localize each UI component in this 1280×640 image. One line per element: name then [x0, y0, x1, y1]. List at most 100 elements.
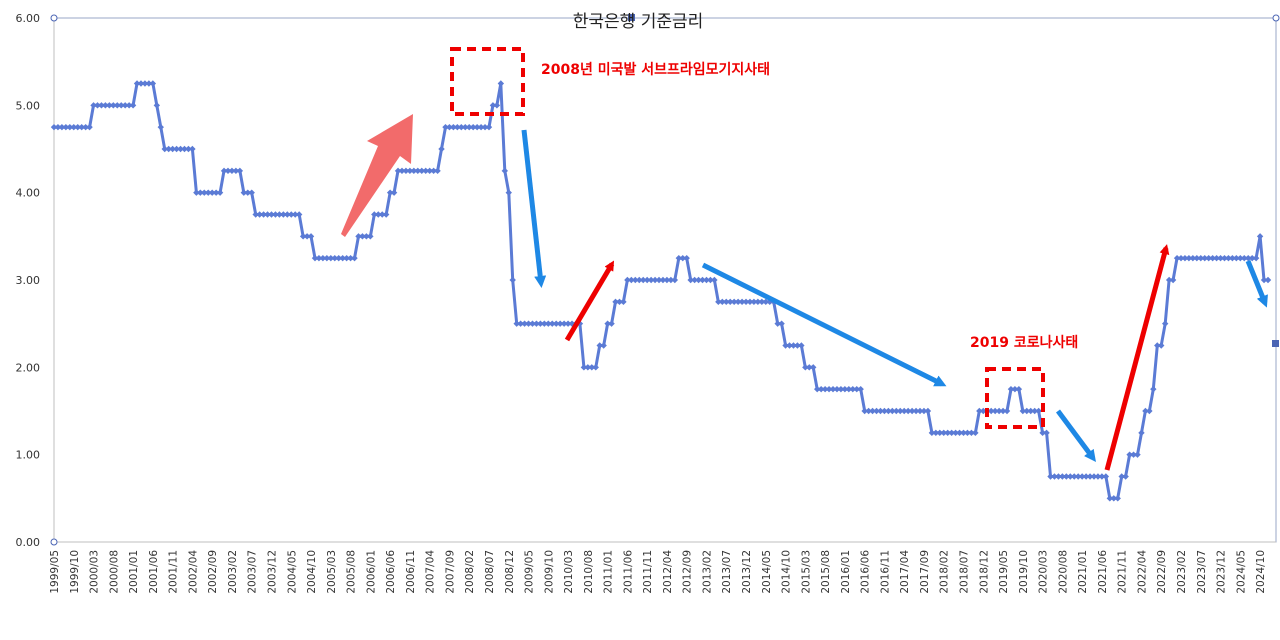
data-point: [133, 80, 141, 87]
data-point: [430, 167, 437, 175]
data-point: [418, 167, 425, 175]
data-point: [533, 320, 540, 327]
x-tick-label: 2003/02: [227, 550, 239, 594]
x-tick-label: 2004/10: [306, 550, 318, 594]
data-point: [197, 189, 204, 196]
data-point: [651, 276, 659, 284]
data-point: [588, 364, 595, 371]
data-point: [877, 407, 884, 415]
data-point: [58, 123, 66, 131]
data-point: [1126, 451, 1133, 458]
x-tick-label: 2021/01: [1077, 550, 1089, 594]
data-point: [671, 276, 679, 284]
data-point: [185, 145, 192, 153]
data-point: [288, 211, 295, 218]
data-point: [90, 102, 97, 109]
data-point: [1209, 254, 1216, 262]
data-point: [205, 189, 212, 196]
data-point: [66, 123, 74, 131]
data-point: [616, 298, 623, 306]
data-point: [786, 342, 793, 349]
frame-handle-right[interactable]: [1272, 340, 1279, 347]
data-point: [1031, 407, 1038, 415]
data-point: [758, 298, 766, 306]
covid-highlight-box: [985, 367, 1045, 429]
data-point: [802, 364, 809, 371]
data-point: [1154, 342, 1161, 349]
data-point: [137, 80, 145, 87]
x-tick-label: 2016/06: [860, 550, 872, 594]
x-tick-label: 2020/03: [1038, 550, 1050, 594]
x-tick-label: 2000/03: [89, 550, 101, 594]
data-point: [497, 80, 505, 87]
data-point: [556, 320, 564, 327]
data-point: [881, 407, 888, 415]
data-point: [422, 167, 429, 175]
data-point: [679, 254, 686, 262]
data-point: [608, 320, 615, 327]
data-point: [118, 102, 125, 109]
frame-handle-top[interactable]: [628, 14, 635, 21]
data-point: [636, 276, 643, 284]
data-point: [1134, 451, 1141, 458]
data-point: [347, 254, 354, 262]
data-point: [782, 342, 789, 349]
x-tick-label: 2018/02: [939, 550, 951, 594]
rise-arrow-2005: [341, 114, 413, 237]
data-point: [1055, 473, 1062, 480]
frame-handle-bl[interactable]: [50, 538, 58, 546]
x-tick-label: 2005/03: [326, 550, 338, 594]
y-tick-labels: 0.00 1.00 2.00 3.00 4.00 5.00 6.00: [16, 12, 41, 549]
data-point: [343, 254, 350, 262]
data-point: [264, 211, 271, 218]
data-point: [560, 320, 568, 327]
data-point: [248, 189, 255, 196]
data-point: [1248, 254, 1256, 262]
data-point: [707, 276, 714, 284]
data-point: [513, 320, 520, 327]
data-point: [1043, 429, 1050, 437]
data-point: [687, 276, 694, 284]
data-point: [541, 320, 548, 327]
data-point: [82, 123, 89, 131]
x-tick-label: 2011/06: [622, 550, 634, 594]
data-point: [1146, 407, 1153, 415]
data-point: [1138, 429, 1145, 437]
data-point: [1059, 473, 1066, 480]
data-point: [220, 167, 228, 175]
frame-handle-tr[interactable]: [1272, 14, 1280, 22]
data-point: [845, 385, 853, 393]
data-point: [1078, 473, 1086, 480]
data-point: [434, 167, 441, 175]
data-point: [307, 233, 315, 240]
frame-handle-tl[interactable]: [50, 14, 58, 22]
data-point: [1067, 473, 1074, 480]
data-point: [576, 320, 584, 327]
data-point: [1252, 254, 1260, 262]
data-point: [1102, 473, 1110, 480]
x-tick-label: 2001/01: [128, 550, 140, 594]
data-point: [1229, 254, 1236, 262]
data-point: [837, 385, 845, 393]
data-point: [964, 429, 971, 437]
data-point: [256, 211, 263, 218]
data-point: [940, 429, 947, 437]
data-point: [1003, 407, 1011, 415]
data-point: [379, 211, 386, 218]
x-tick-label: 2021/11: [1117, 550, 1129, 594]
chart-title: 한국은행 기준금리: [573, 12, 704, 32]
data-point: [311, 254, 319, 262]
data-point: [505, 189, 512, 196]
x-tick-label: 2003/07: [247, 550, 259, 594]
x-tick-label: 2014/05: [761, 550, 773, 594]
data-point: [695, 276, 702, 284]
x-tick-label: 2004/05: [286, 550, 298, 594]
data-point: [1169, 276, 1177, 284]
data-point: [734, 298, 742, 306]
data-point: [948, 429, 955, 437]
data-point: [438, 145, 445, 153]
data-point: [813, 385, 821, 393]
data-point: [426, 167, 433, 175]
fall-arrow-2008: [521, 129, 547, 288]
data-point: [806, 364, 813, 371]
